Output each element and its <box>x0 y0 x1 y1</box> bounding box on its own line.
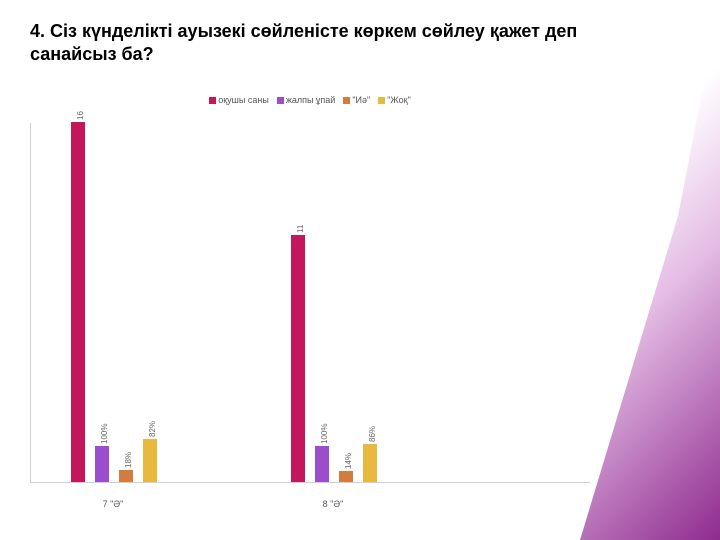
legend-label: "Жоқ" <box>387 95 411 105</box>
bar-group: 11 100% 14% 86% <box>291 123 451 482</box>
chart-plot-area: 16 100% 18% 82% 11 100% 14% 86% <box>30 123 590 483</box>
bar: 18% <box>119 470 133 482</box>
chart-legend: оқушы саны жалпы ұпай "Иә" "Жоқ" <box>30 95 590 105</box>
legend-swatch <box>277 97 284 104</box>
bar-value-label: 82% <box>148 421 157 439</box>
legend-label: оқушы саны <box>218 95 269 105</box>
bar-value-label: 16 <box>76 111 85 122</box>
bar-value-label: 100% <box>100 424 109 446</box>
legend-swatch <box>378 97 385 104</box>
decorative-corner <box>580 0 720 540</box>
legend-swatch <box>343 97 350 104</box>
bar: 100% <box>95 446 109 482</box>
bar-group: 16 100% 18% 82% <box>71 123 231 482</box>
legend-item: "Жоқ" <box>378 95 411 105</box>
bar: 86% <box>363 444 377 482</box>
bar-value-label: 11 <box>296 224 305 234</box>
chart-x-axis: 7 "Ә" 8 "Ә" <box>30 493 590 515</box>
bar: 14% <box>339 471 353 482</box>
bar-value-label: 100% <box>320 424 329 446</box>
bar: 82% <box>143 439 157 482</box>
bar-value-label: 18% <box>124 452 133 470</box>
legend-label: "Иә" <box>352 95 370 105</box>
legend-item: "Иә" <box>343 95 370 105</box>
chart-container: оқушы саны жалпы ұпай "Иә" "Жоқ" 16 100% 18% 8… <box>30 95 590 515</box>
legend-item: оқушы саны <box>209 95 269 105</box>
bar-value-label: 14% <box>344 453 353 471</box>
legend-swatch <box>209 97 216 104</box>
bar: 100% <box>315 446 329 482</box>
legend-item: жалпы ұпай <box>277 95 336 105</box>
bar: 16 <box>71 122 85 482</box>
x-axis-label: 7 "Ә" <box>83 499 143 509</box>
x-axis-label: 8 "Ә" <box>303 499 363 509</box>
slide: 4. Сіз күнделікті ауызекі сөйленісте көр… <box>0 0 720 540</box>
bar-value-label: 86% <box>368 426 377 444</box>
slide-title: 4. Сіз күнделікті ауызекі сөйленісте көр… <box>30 20 600 67</box>
legend-label: жалпы ұпай <box>286 95 336 105</box>
bar: 11 <box>291 235 305 483</box>
